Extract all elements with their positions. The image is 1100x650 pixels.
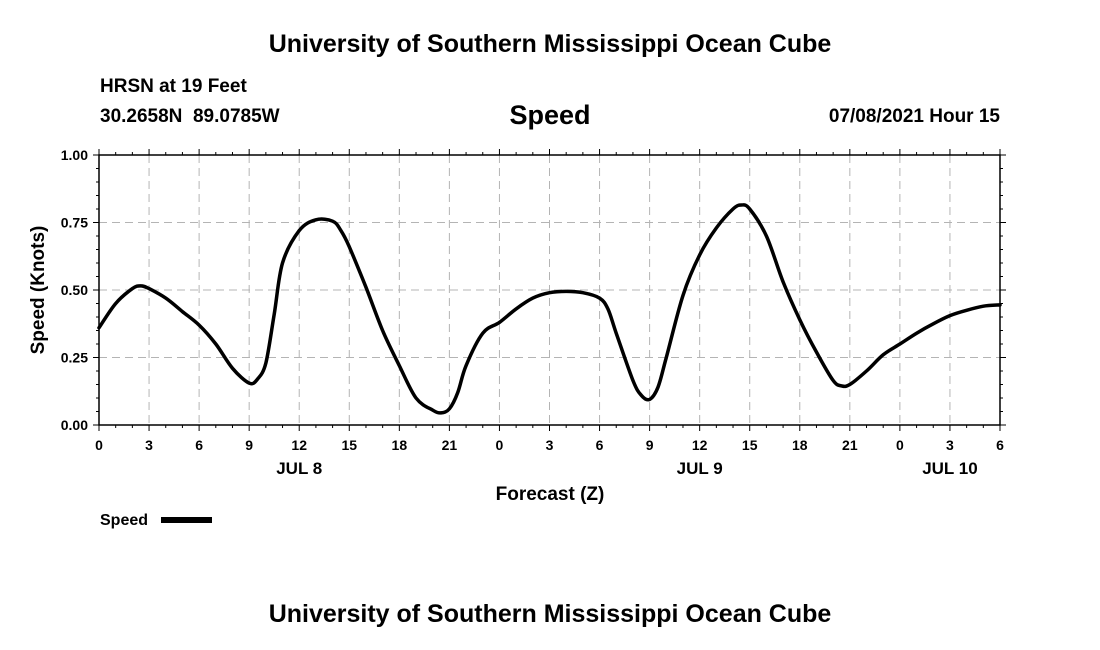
date-label: JUL 10 [922, 459, 977, 478]
series-line-speed [97, 203, 1002, 415]
x-tick-label: 18 [392, 437, 408, 453]
x-tick-label: 0 [95, 437, 103, 453]
x-tick-label: 6 [996, 437, 1004, 453]
x-tick-label: 0 [496, 437, 504, 453]
chart-title: Speed [509, 100, 591, 130]
x-tick-label: 15 [742, 437, 758, 453]
series-layer [97, 203, 1002, 415]
x-tick-label: 6 [195, 437, 203, 453]
bottom-title: University of Southern Mississippi Ocean… [268, 600, 832, 628]
date-label: JUL 9 [677, 459, 723, 478]
axis-layer [93, 149, 1006, 431]
legend-label: Speed [100, 512, 148, 529]
x-tick-label: 15 [341, 437, 357, 453]
y-tick-label: 0.25 [61, 350, 88, 366]
x-tick-label: 21 [442, 437, 458, 453]
station-label: HRSN at 19 Feet [100, 76, 247, 97]
legend-swatch [161, 517, 212, 523]
x-tick-label: 0 [896, 437, 904, 453]
label-layer: Speed (Knots) Forecast (Z) 0 3 6 9 12 15 18 21 0… [28, 147, 1004, 505]
top-title: University of Southern Mississippi Ocean… [268, 30, 832, 58]
x-tick-label: 18 [792, 437, 808, 453]
date-label: JUL 8 [276, 459, 322, 478]
x-tick-label: 3 [546, 437, 554, 453]
x-tick-label: 3 [946, 437, 954, 453]
y-tick-label: 1.00 [61, 147, 88, 163]
x-tick-label: 9 [646, 437, 654, 453]
x-tick-label: 9 [245, 437, 253, 453]
y-axis-label: Speed (Knots) [28, 226, 49, 355]
x-tick-label: 6 [596, 437, 604, 453]
x-tick-label: 12 [291, 437, 307, 453]
x-tick-label: 3 [145, 437, 153, 453]
x-tick-label: 12 [692, 437, 708, 453]
legend: Speed [100, 512, 212, 529]
y-tick-label: 0.00 [61, 417, 88, 433]
x-axis-label: Forecast (Z) [496, 484, 605, 505]
y-tick-label: 0.75 [61, 215, 88, 231]
x-tick-label: 21 [842, 437, 858, 453]
coordinates-label: 30.2658N 89.0785W [100, 106, 280, 127]
forecast-datetime: 07/08/2021 Hour 15 [828, 106, 1000, 127]
grid-layer [99, 155, 1000, 425]
y-tick-label: 0.50 [61, 282, 88, 298]
